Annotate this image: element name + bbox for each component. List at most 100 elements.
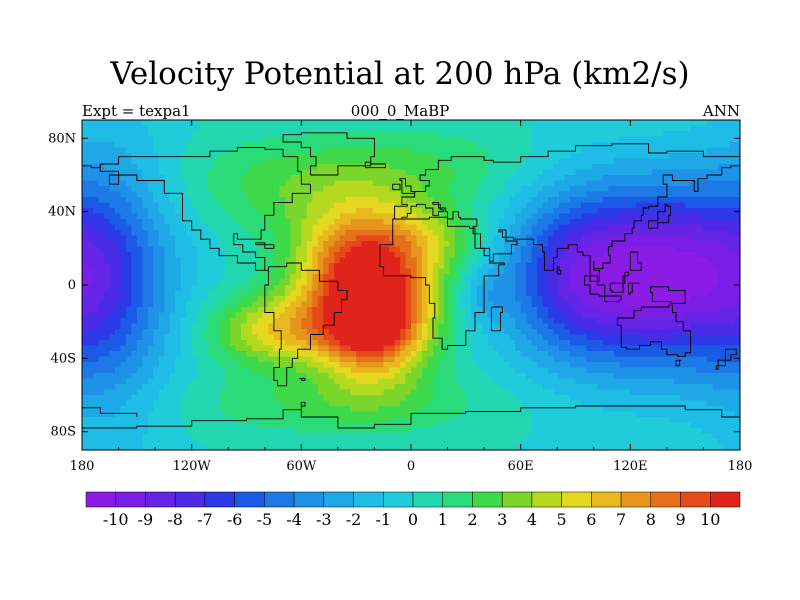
field-cell xyxy=(284,340,291,347)
field-cell xyxy=(202,136,209,143)
field-cell xyxy=(630,197,637,204)
field-cell xyxy=(257,153,264,160)
field-cell xyxy=(498,301,505,308)
field-cell xyxy=(213,169,220,176)
field-cell xyxy=(421,136,429,143)
field-cell xyxy=(712,334,719,341)
field-cell xyxy=(493,202,500,209)
field-cell xyxy=(520,285,527,292)
field-cell xyxy=(158,268,165,275)
field-cell xyxy=(191,329,198,336)
field-cell xyxy=(153,279,160,286)
field-cell xyxy=(548,164,555,171)
field-cell xyxy=(427,224,434,231)
field-cell xyxy=(175,164,182,171)
field-cell xyxy=(443,147,450,154)
field-cell xyxy=(443,125,450,132)
field-cell xyxy=(471,197,478,204)
field-cell xyxy=(273,230,280,237)
field-cell xyxy=(164,197,171,204)
field-cell xyxy=(586,164,593,171)
field-cell xyxy=(668,334,675,341)
field-cell xyxy=(559,142,566,149)
field-cell xyxy=(624,318,631,325)
field-cell xyxy=(241,120,248,127)
field-cell xyxy=(712,290,719,297)
field-cell xyxy=(476,208,483,215)
field-cell xyxy=(416,345,423,352)
field-cell xyxy=(175,235,182,242)
field-cell xyxy=(153,169,160,176)
field-cell xyxy=(312,224,319,231)
field-cell xyxy=(564,340,571,347)
field-cell xyxy=(317,202,324,209)
field-cell xyxy=(334,257,341,264)
field-cell xyxy=(219,169,226,176)
field-cell xyxy=(542,246,549,253)
field-cell xyxy=(158,301,165,308)
field-cell xyxy=(213,208,220,215)
field-cell xyxy=(312,235,319,242)
field-cell xyxy=(186,191,193,198)
field-cell xyxy=(515,120,522,127)
field-cell xyxy=(520,318,527,325)
field-cell xyxy=(597,208,604,215)
field-cell xyxy=(169,202,176,209)
field-cell xyxy=(224,263,231,270)
field-cell xyxy=(608,219,615,226)
field-cell xyxy=(509,246,516,253)
field-cell xyxy=(125,340,132,347)
field-cell xyxy=(602,301,609,308)
field-cell xyxy=(87,125,94,132)
field-cell xyxy=(356,208,363,215)
field-cell xyxy=(602,318,609,325)
field-cell xyxy=(186,257,193,264)
field-cell xyxy=(515,136,522,143)
field-cell xyxy=(707,191,714,198)
field-cell xyxy=(262,131,270,138)
field-cell xyxy=(400,252,407,259)
field-cell xyxy=(219,340,226,347)
field-cell xyxy=(421,323,429,330)
field-cell xyxy=(191,131,198,138)
field-cell xyxy=(356,334,363,341)
field-cell xyxy=(674,279,681,286)
field-cell xyxy=(109,158,116,165)
field-cell xyxy=(449,208,456,215)
field-cell xyxy=(460,340,467,347)
field-cell xyxy=(383,235,390,242)
field-cell xyxy=(471,208,478,215)
field-cell xyxy=(164,290,171,297)
field-cell xyxy=(449,164,456,171)
field-cell xyxy=(432,268,440,275)
field-cell xyxy=(619,180,626,187)
field-cell xyxy=(328,235,335,242)
field-cell xyxy=(213,197,220,204)
field-cell xyxy=(674,235,681,242)
field-cell xyxy=(295,142,302,149)
field-cell xyxy=(383,164,390,171)
field-cell xyxy=(153,224,160,231)
field-cell xyxy=(153,296,160,303)
field-cell xyxy=(389,307,396,314)
field-cell xyxy=(295,340,302,347)
field-cell xyxy=(191,197,198,204)
field-cell xyxy=(718,241,725,248)
field-cell xyxy=(421,164,429,171)
field-cell xyxy=(679,312,686,319)
field-cell xyxy=(350,136,357,143)
field-cell xyxy=(734,213,740,220)
field-cell xyxy=(306,191,313,198)
field-cell xyxy=(197,219,204,226)
field-cell xyxy=(602,230,609,237)
field-cell xyxy=(619,147,626,154)
field-cell xyxy=(142,186,149,193)
field-cell xyxy=(230,164,237,171)
field-cell xyxy=(630,213,637,220)
field-cell xyxy=(526,252,533,259)
field-cell xyxy=(460,318,467,325)
field-cell xyxy=(619,219,626,226)
field-cell xyxy=(537,158,544,165)
field-cell xyxy=(92,230,100,237)
field-cell xyxy=(498,296,505,303)
